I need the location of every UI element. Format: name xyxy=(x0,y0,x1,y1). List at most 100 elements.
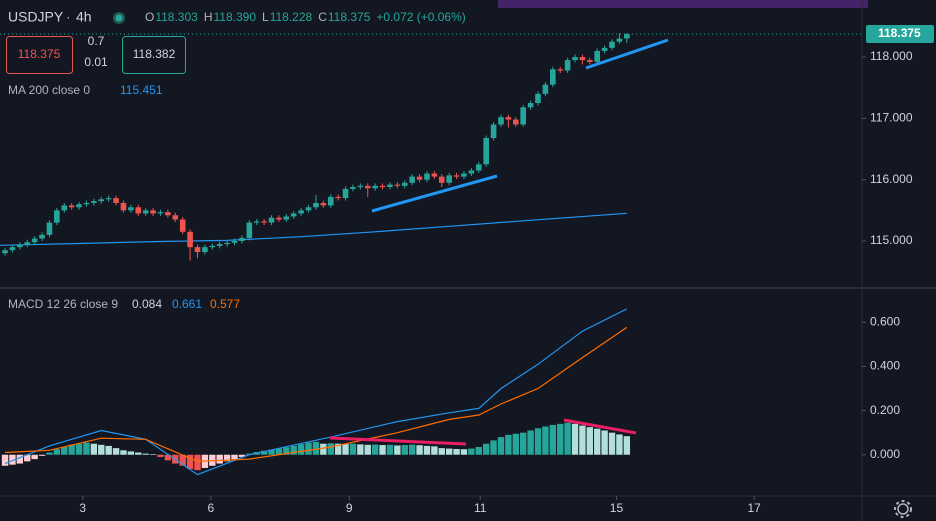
candle-body xyxy=(46,222,53,235)
histogram-bar xyxy=(9,454,16,465)
macd-hist-value: 0.084 xyxy=(132,297,162,311)
histogram-bar xyxy=(527,430,534,455)
y-tick-label: 0.400 xyxy=(870,359,900,373)
histogram-bar xyxy=(401,445,408,455)
candle-body xyxy=(31,238,38,243)
histogram-bar xyxy=(608,432,616,455)
ma-legend[interactable]: MA 200 close 0 xyxy=(8,83,90,97)
interval[interactable]: 4h xyxy=(76,9,92,25)
macd-line xyxy=(4,308,628,476)
histogram-bar xyxy=(283,447,290,455)
candle-body xyxy=(128,207,134,211)
sell-button[interactable] xyxy=(6,36,73,74)
change: +0.072 (+0.06%) xyxy=(376,10,465,24)
buy-price[interactable]: 118.382 xyxy=(133,47,176,61)
histogram-bar xyxy=(349,443,357,455)
candle-body xyxy=(202,247,208,253)
sell-price[interactable]: 118.375 xyxy=(18,47,61,61)
y-tick-label: 116.000 xyxy=(870,172,913,186)
candle-body xyxy=(231,241,238,243)
histogram-bar xyxy=(512,433,519,455)
symbol[interactable]: USDJPY xyxy=(8,9,64,25)
y-tick-label: 117.000 xyxy=(870,111,913,125)
candle-body xyxy=(394,184,401,186)
histogram-bar xyxy=(216,454,223,464)
candle-body xyxy=(557,69,564,71)
candle-body xyxy=(17,244,23,248)
histogram-bar xyxy=(275,448,283,455)
histogram-bar xyxy=(53,449,61,455)
last-price-badge xyxy=(866,25,934,44)
y-tick-label: 0.600 xyxy=(870,314,900,328)
ohlc-value: 118.375 xyxy=(328,10,371,24)
histogram-bar xyxy=(223,454,231,462)
candle-body xyxy=(483,137,489,165)
ohlc-label: H xyxy=(204,10,213,24)
candle-body xyxy=(224,242,230,245)
histogram-bar xyxy=(601,430,608,455)
candle-body xyxy=(209,245,216,248)
histogram-bar xyxy=(497,437,505,455)
candle-body xyxy=(461,173,467,177)
histogram-bar xyxy=(238,454,246,457)
ohlc-value: 118.303 xyxy=(155,10,198,24)
histogram-bar xyxy=(475,447,482,455)
candle-body xyxy=(387,184,393,188)
histogram-bar xyxy=(386,444,394,455)
candle-body xyxy=(91,201,97,203)
histogram-bar xyxy=(557,423,564,455)
settings-icon[interactable] xyxy=(894,500,912,518)
ohlc-label: C xyxy=(318,10,327,24)
candle-body xyxy=(105,198,112,200)
candle-body xyxy=(550,69,556,85)
candle-body xyxy=(505,117,512,120)
x-tick-label: 17 xyxy=(747,501,761,515)
candle-body xyxy=(54,210,60,223)
candle-body xyxy=(446,175,452,183)
status-dot xyxy=(115,14,123,22)
candle-body xyxy=(268,217,275,223)
candle-body xyxy=(113,198,119,203)
candle-body xyxy=(379,185,386,188)
histogram-bar xyxy=(268,449,275,455)
candle-body xyxy=(520,107,526,125)
histogram-bar xyxy=(297,444,305,455)
quantity[interactable]: 0.01 xyxy=(84,55,108,69)
candle-body xyxy=(453,175,460,177)
histogram-bar xyxy=(594,428,601,455)
candle-body xyxy=(120,202,127,211)
candle-body xyxy=(194,247,201,253)
signal-line-value: 0.577 xyxy=(210,297,240,311)
candle-body xyxy=(624,34,630,39)
candle-body xyxy=(290,213,297,217)
histogram-bar xyxy=(38,454,46,456)
histogram-bar xyxy=(120,450,127,455)
candle-body xyxy=(424,173,430,180)
candle-body xyxy=(68,205,75,208)
histogram-bar xyxy=(83,442,90,455)
histogram-bar xyxy=(408,444,416,455)
candle-body xyxy=(83,202,90,205)
candle-body xyxy=(490,124,497,138)
histogram-bar xyxy=(438,448,445,455)
histogram-bar xyxy=(305,442,312,455)
histogram-bar xyxy=(24,454,31,462)
histogram-bar xyxy=(75,443,83,455)
macd-line-value: 0.661 xyxy=(172,297,202,311)
histogram-bar xyxy=(186,454,194,470)
candle-body xyxy=(320,202,327,206)
histogram-bar xyxy=(423,445,431,455)
histogram-bar xyxy=(320,443,327,455)
histogram-bar xyxy=(357,444,364,455)
candle-body xyxy=(150,210,156,214)
ohlc-value: 118.390 xyxy=(214,10,257,24)
ma-legend-value: 115.451 xyxy=(120,83,163,97)
macd-legend[interactable]: MACD 12 26 close 9 xyxy=(8,297,118,311)
histogram-bar xyxy=(453,448,460,455)
candle-body xyxy=(216,244,223,246)
candle-body xyxy=(609,41,615,48)
buy-button[interactable] xyxy=(122,36,186,74)
